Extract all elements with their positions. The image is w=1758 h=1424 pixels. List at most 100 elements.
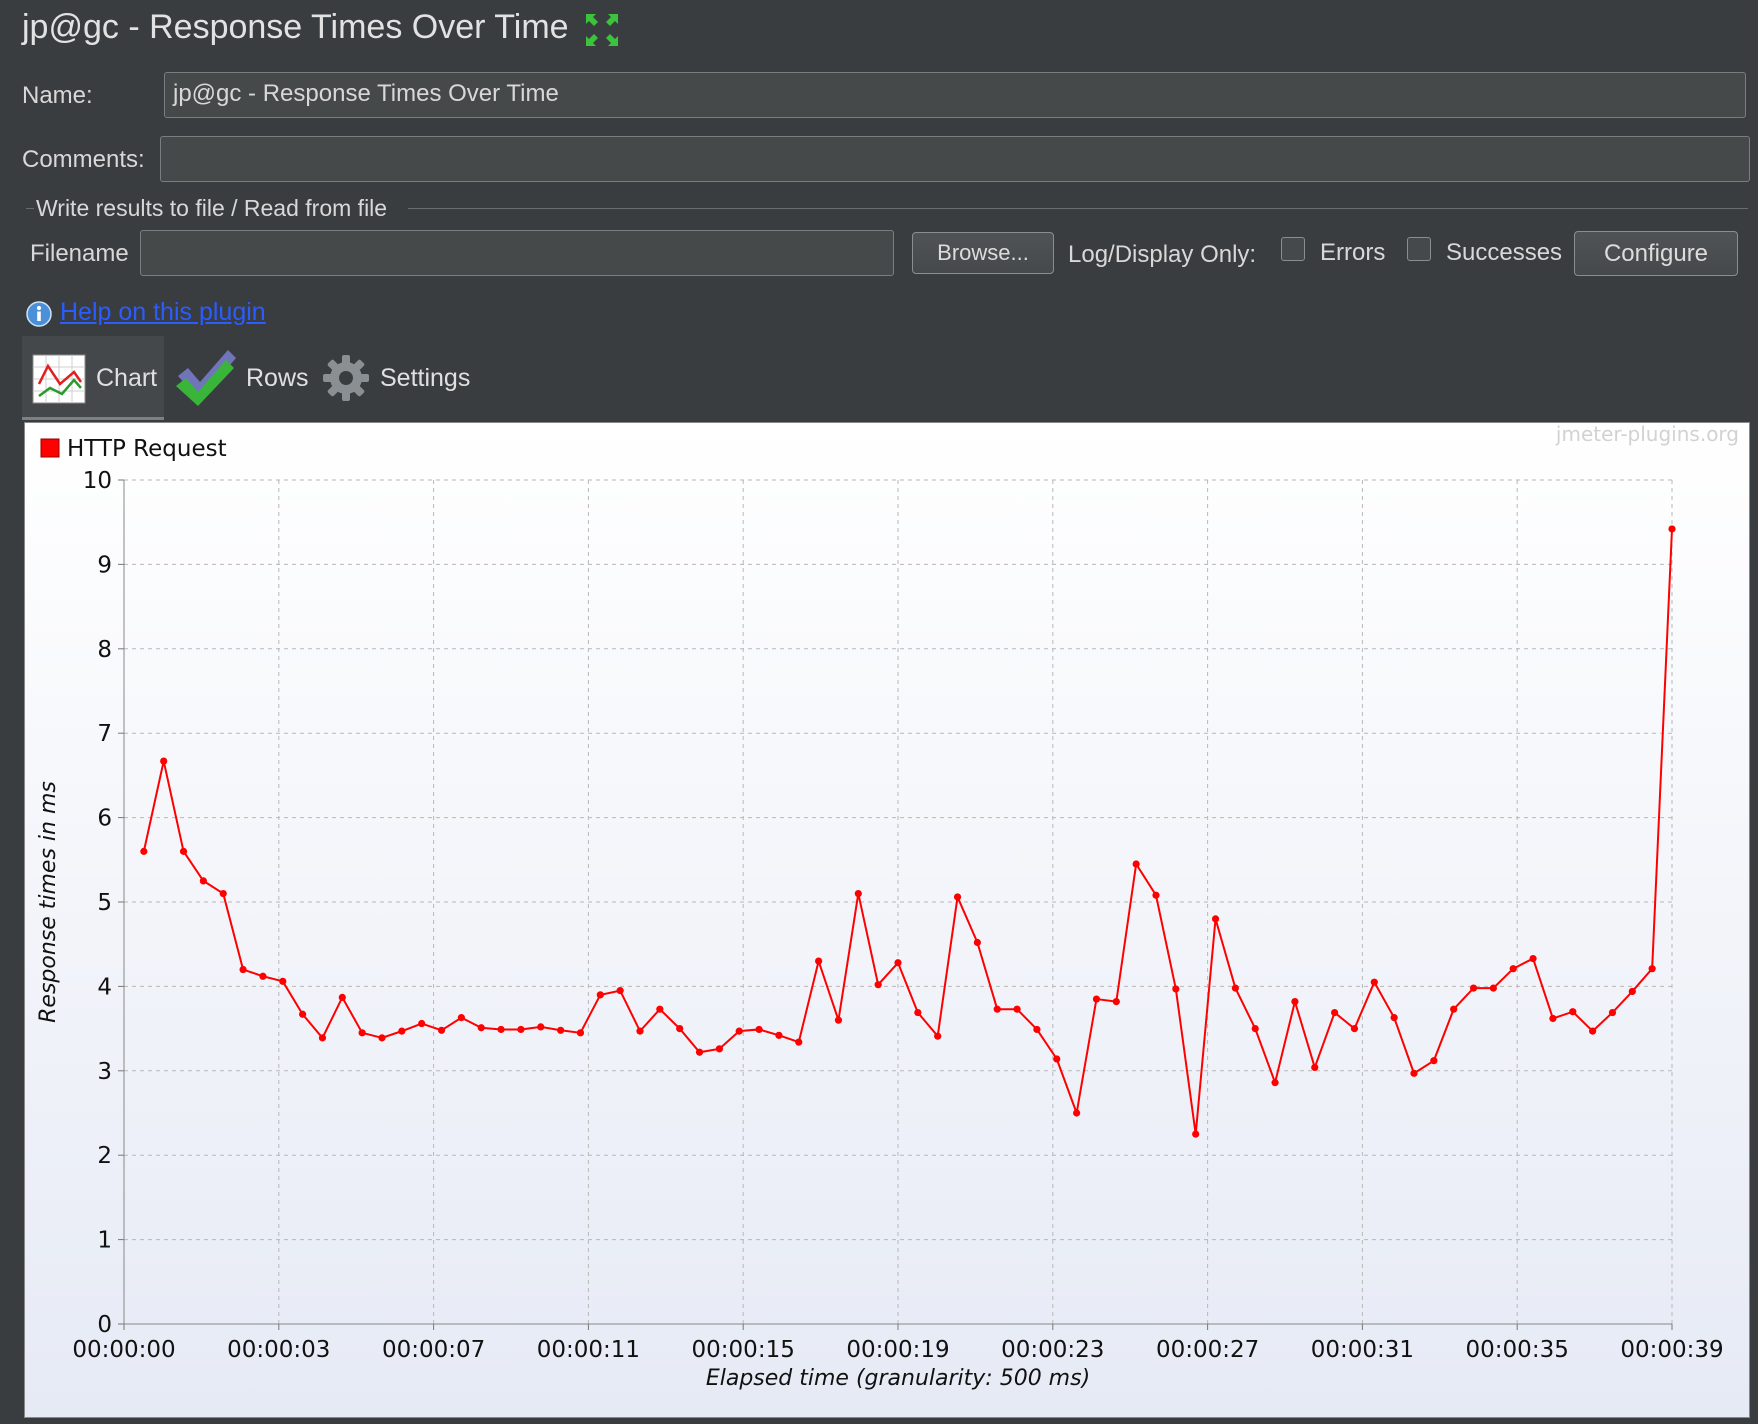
- y-tick-label: 8: [97, 637, 112, 663]
- y-tick-label: 9: [97, 552, 112, 578]
- data-point: [1608, 1008, 1617, 1017]
- name-label: Name:: [22, 82, 93, 109]
- x-tick-label: 00:00:03: [227, 1337, 330, 1363]
- x-tick-label: 00:00:00: [72, 1337, 175, 1363]
- y-tick-label: 6: [97, 806, 112, 832]
- watermark: jmeter-plugins.org: [1555, 423, 1739, 446]
- data-point: [616, 987, 624, 995]
- data-point: [1132, 860, 1140, 868]
- y-tick-label: 4: [97, 974, 112, 1000]
- comments-label: Comments:: [22, 146, 145, 173]
- data-point: [1172, 985, 1180, 993]
- x-tick-label: 00:00:07: [382, 1337, 485, 1363]
- y-tick-label: 1: [97, 1228, 112, 1254]
- data-point: [993, 1005, 1001, 1013]
- successes-checkbox[interactable]: [1407, 237, 1431, 261]
- data-point: [1648, 965, 1656, 973]
- data-point: [318, 1034, 327, 1042]
- help-link[interactable]: Help on this plugin: [60, 298, 266, 326]
- data-point: [596, 991, 604, 999]
- data-point: [1628, 987, 1636, 996]
- y-tick-label: 7: [97, 721, 112, 747]
- y-tick-label: 10: [83, 468, 112, 494]
- group-border-right: [408, 208, 1748, 209]
- x-tick-label: 00:00:35: [1466, 1337, 1569, 1363]
- data-point: [1291, 997, 1299, 1006]
- data-point: [557, 1026, 565, 1034]
- data-point: [656, 1005, 664, 1013]
- data-point: [715, 1045, 723, 1053]
- data-point: [259, 972, 267, 980]
- data-point: [934, 1032, 942, 1040]
- data-point: [1033, 1025, 1041, 1034]
- x-tick-label: 00:00:31: [1311, 1337, 1414, 1363]
- tab-chart-label: Chart: [96, 364, 158, 392]
- data-point: [1092, 995, 1101, 1003]
- data-point: [279, 977, 287, 985]
- tab-rows[interactable]: Rows: [246, 364, 309, 392]
- data-point: [477, 1024, 485, 1032]
- data-point: [1013, 1005, 1021, 1013]
- response-times-chart: jmeter-plugins.org HTTP Request 0 1 2 3 4 5 6 7…: [36, 422, 1739, 1391]
- x-tick-label: 00:00:39: [1620, 1337, 1723, 1363]
- data-point: [1350, 1025, 1359, 1033]
- data-point: [874, 981, 882, 989]
- data-point: [537, 1023, 545, 1031]
- data-point: [775, 1031, 783, 1039]
- comments-field[interactable]: [160, 136, 1750, 182]
- data-point: [973, 938, 981, 947]
- legend-label: HTTP Request: [67, 436, 227, 462]
- data-point: [894, 959, 902, 967]
- data-point: [1271, 1079, 1279, 1087]
- data-point: [1529, 954, 1537, 963]
- data-point: [1489, 984, 1497, 992]
- errors-checkbox[interactable]: [1281, 237, 1305, 261]
- name-field[interactable]: jp@gc - Response Times Over Time: [164, 72, 1746, 118]
- data-point: [735, 1027, 743, 1035]
- data-point: [1469, 984, 1478, 992]
- data-point: [795, 1038, 803, 1046]
- data-point: [1589, 1027, 1597, 1035]
- data-point: [160, 757, 168, 765]
- data-point: [140, 847, 148, 855]
- x-tick-label: 00:00:15: [692, 1337, 795, 1363]
- info-icon: [26, 301, 52, 327]
- expand-icon[interactable]: [584, 12, 620, 48]
- data-point: [378, 1034, 386, 1042]
- filename-field[interactable]: [140, 230, 894, 276]
- y-tick-label: 0: [97, 1312, 112, 1338]
- chart-icon: [32, 354, 86, 404]
- data-point: [953, 893, 962, 901]
- errors-label: Errors: [1320, 239, 1386, 266]
- data-point: [1112, 997, 1120, 1006]
- data-point: [1569, 1008, 1577, 1016]
- data-point: [695, 1048, 704, 1056]
- data-point: [179, 847, 188, 855]
- data-point: [1211, 915, 1220, 923]
- x-tick-label: 00:00:23: [1001, 1337, 1104, 1363]
- data-point: [636, 1027, 644, 1035]
- data-point: [854, 889, 862, 898]
- data-point: [914, 1008, 922, 1017]
- data-point: [239, 965, 247, 974]
- filename-label: Filename: [30, 240, 129, 267]
- data-point: [1231, 984, 1239, 992]
- tab-settings[interactable]: Settings: [380, 364, 471, 392]
- data-point: [437, 1026, 446, 1034]
- group-border-left: [26, 208, 34, 209]
- checkmark-icon: [176, 350, 236, 406]
- data-point: [199, 877, 207, 885]
- log-display-label: Log/Display Only:: [1068, 241, 1257, 268]
- data-point: [1073, 1109, 1081, 1117]
- configure-button[interactable]: Configure: [1574, 231, 1738, 276]
- data-point: [1053, 1055, 1061, 1063]
- data-point: [755, 1025, 763, 1034]
- data-point: [1668, 525, 1676, 533]
- data-point: [517, 1025, 525, 1034]
- data-point: [219, 889, 227, 898]
- y-tick-label: 2: [97, 1143, 112, 1169]
- browse-button[interactable]: Browse...: [912, 232, 1054, 274]
- data-point: [299, 1010, 307, 1018]
- data-point: [815, 957, 823, 965]
- y-tick-label: 3: [97, 1059, 112, 1085]
